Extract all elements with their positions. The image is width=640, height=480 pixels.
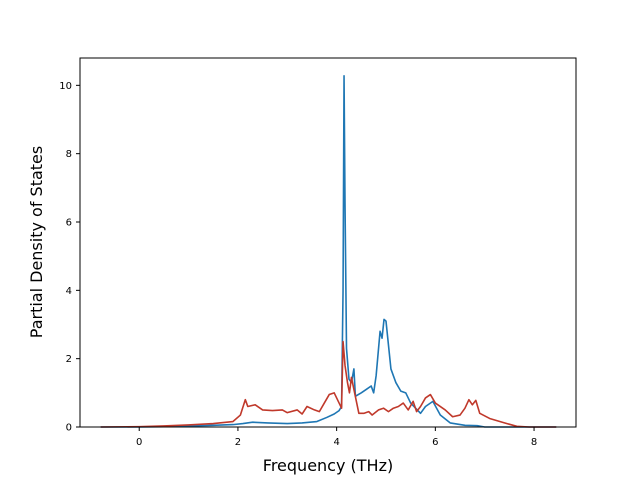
y-tick-label: 10 (59, 81, 72, 92)
series-line-1 (100, 74, 557, 428)
y-axis-label: Partial Density of States (27, 146, 46, 338)
axes-frame (79, 57, 577, 428)
x-axis-label: Frequency (THz) (263, 456, 393, 475)
series-layer (100, 74, 557, 428)
y-tick-label: 6 (66, 218, 72, 229)
x-axis-ticks: 0 2 4 6 8 (136, 427, 537, 448)
y-tick-label: 4 (66, 286, 72, 297)
y-axis-ticks: 0 2 4 6 8 10 (59, 81, 80, 434)
x-tick-label: 8 (531, 437, 537, 448)
x-tick-label: 2 (235, 437, 241, 448)
y-tick-label: 8 (66, 149, 72, 160)
y-tick-label: 0 (66, 423, 72, 434)
plot-area (79, 57, 577, 428)
x-tick-label: 0 (136, 437, 142, 448)
x-tick-label: 4 (333, 437, 339, 448)
x-tick-label: 6 (432, 437, 438, 448)
series-line-2 (100, 340, 557, 428)
y-tick-label: 2 (66, 354, 72, 365)
